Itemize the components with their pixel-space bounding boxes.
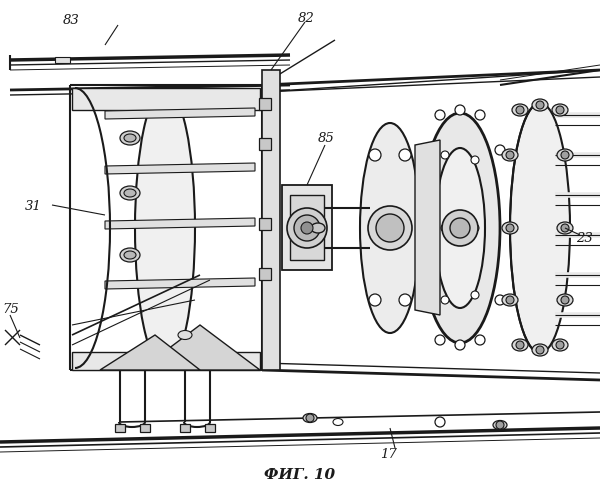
Bar bbox=[282, 185, 332, 270]
Circle shape bbox=[516, 341, 524, 349]
Text: 85: 85 bbox=[318, 132, 335, 145]
Ellipse shape bbox=[552, 339, 568, 351]
Circle shape bbox=[455, 340, 465, 350]
Circle shape bbox=[376, 214, 404, 242]
Circle shape bbox=[369, 294, 381, 306]
Ellipse shape bbox=[124, 134, 136, 142]
Text: 82: 82 bbox=[298, 12, 315, 25]
Ellipse shape bbox=[135, 88, 195, 368]
Circle shape bbox=[369, 222, 381, 234]
Ellipse shape bbox=[502, 222, 518, 234]
Circle shape bbox=[399, 294, 411, 306]
Bar bbox=[55, 57, 70, 63]
Polygon shape bbox=[105, 108, 255, 119]
Circle shape bbox=[399, 222, 411, 234]
Polygon shape bbox=[105, 218, 255, 229]
Circle shape bbox=[287, 208, 327, 248]
Ellipse shape bbox=[502, 294, 518, 306]
Circle shape bbox=[306, 414, 314, 422]
Circle shape bbox=[561, 296, 569, 304]
Bar bbox=[140, 424, 150, 432]
Polygon shape bbox=[415, 140, 440, 315]
Ellipse shape bbox=[435, 148, 485, 308]
Polygon shape bbox=[100, 335, 200, 370]
Polygon shape bbox=[140, 325, 260, 370]
Ellipse shape bbox=[420, 113, 500, 343]
Bar bbox=[290, 195, 324, 260]
Circle shape bbox=[471, 224, 479, 232]
Circle shape bbox=[536, 346, 544, 354]
Circle shape bbox=[301, 222, 313, 234]
Text: 83: 83 bbox=[63, 14, 80, 27]
Circle shape bbox=[506, 151, 514, 159]
Circle shape bbox=[441, 151, 449, 159]
Circle shape bbox=[506, 296, 514, 304]
Ellipse shape bbox=[120, 186, 140, 200]
Polygon shape bbox=[105, 278, 255, 289]
Circle shape bbox=[441, 224, 449, 232]
Ellipse shape bbox=[333, 418, 343, 426]
Circle shape bbox=[450, 218, 470, 238]
Circle shape bbox=[435, 335, 445, 345]
Circle shape bbox=[435, 110, 445, 120]
Bar bbox=[180, 424, 190, 432]
Circle shape bbox=[556, 106, 564, 114]
Bar bbox=[72, 352, 260, 370]
Ellipse shape bbox=[124, 251, 136, 259]
Bar bbox=[259, 268, 271, 280]
Circle shape bbox=[399, 149, 411, 161]
Ellipse shape bbox=[493, 420, 507, 430]
Text: 23: 23 bbox=[576, 232, 593, 245]
Text: 17: 17 bbox=[380, 448, 397, 461]
Circle shape bbox=[561, 151, 569, 159]
Bar bbox=[259, 218, 271, 230]
Ellipse shape bbox=[502, 149, 518, 161]
Circle shape bbox=[536, 101, 544, 109]
Circle shape bbox=[368, 206, 412, 250]
Ellipse shape bbox=[510, 103, 570, 353]
Ellipse shape bbox=[120, 248, 140, 262]
Ellipse shape bbox=[532, 344, 548, 356]
Circle shape bbox=[495, 295, 505, 305]
Circle shape bbox=[471, 156, 479, 164]
Ellipse shape bbox=[552, 104, 568, 116]
Circle shape bbox=[561, 224, 569, 232]
Circle shape bbox=[471, 291, 479, 299]
Bar bbox=[72, 88, 260, 110]
Circle shape bbox=[516, 106, 524, 114]
Ellipse shape bbox=[557, 149, 573, 161]
Bar bbox=[115, 424, 125, 432]
Bar bbox=[259, 138, 271, 150]
Ellipse shape bbox=[360, 123, 420, 333]
Circle shape bbox=[475, 110, 485, 120]
Circle shape bbox=[294, 215, 320, 241]
Ellipse shape bbox=[311, 223, 325, 233]
Bar bbox=[259, 98, 271, 110]
Ellipse shape bbox=[120, 131, 140, 145]
Ellipse shape bbox=[512, 104, 528, 116]
Bar bbox=[262, 70, 280, 370]
Polygon shape bbox=[105, 163, 255, 174]
Circle shape bbox=[495, 145, 505, 155]
Circle shape bbox=[369, 149, 381, 161]
Text: 31: 31 bbox=[25, 200, 42, 213]
Circle shape bbox=[455, 105, 465, 115]
Text: 75: 75 bbox=[2, 303, 19, 316]
Ellipse shape bbox=[178, 330, 192, 340]
Circle shape bbox=[435, 417, 445, 427]
Circle shape bbox=[496, 421, 504, 429]
Circle shape bbox=[441, 296, 449, 304]
Ellipse shape bbox=[124, 189, 136, 197]
Circle shape bbox=[475, 335, 485, 345]
Ellipse shape bbox=[557, 294, 573, 306]
Circle shape bbox=[556, 341, 564, 349]
Text: ФИГ. 10: ФИГ. 10 bbox=[265, 468, 335, 482]
Ellipse shape bbox=[557, 222, 573, 234]
Ellipse shape bbox=[303, 414, 317, 422]
Ellipse shape bbox=[512, 339, 528, 351]
Bar bbox=[205, 424, 215, 432]
Circle shape bbox=[506, 224, 514, 232]
Ellipse shape bbox=[532, 99, 548, 111]
Circle shape bbox=[442, 210, 478, 246]
